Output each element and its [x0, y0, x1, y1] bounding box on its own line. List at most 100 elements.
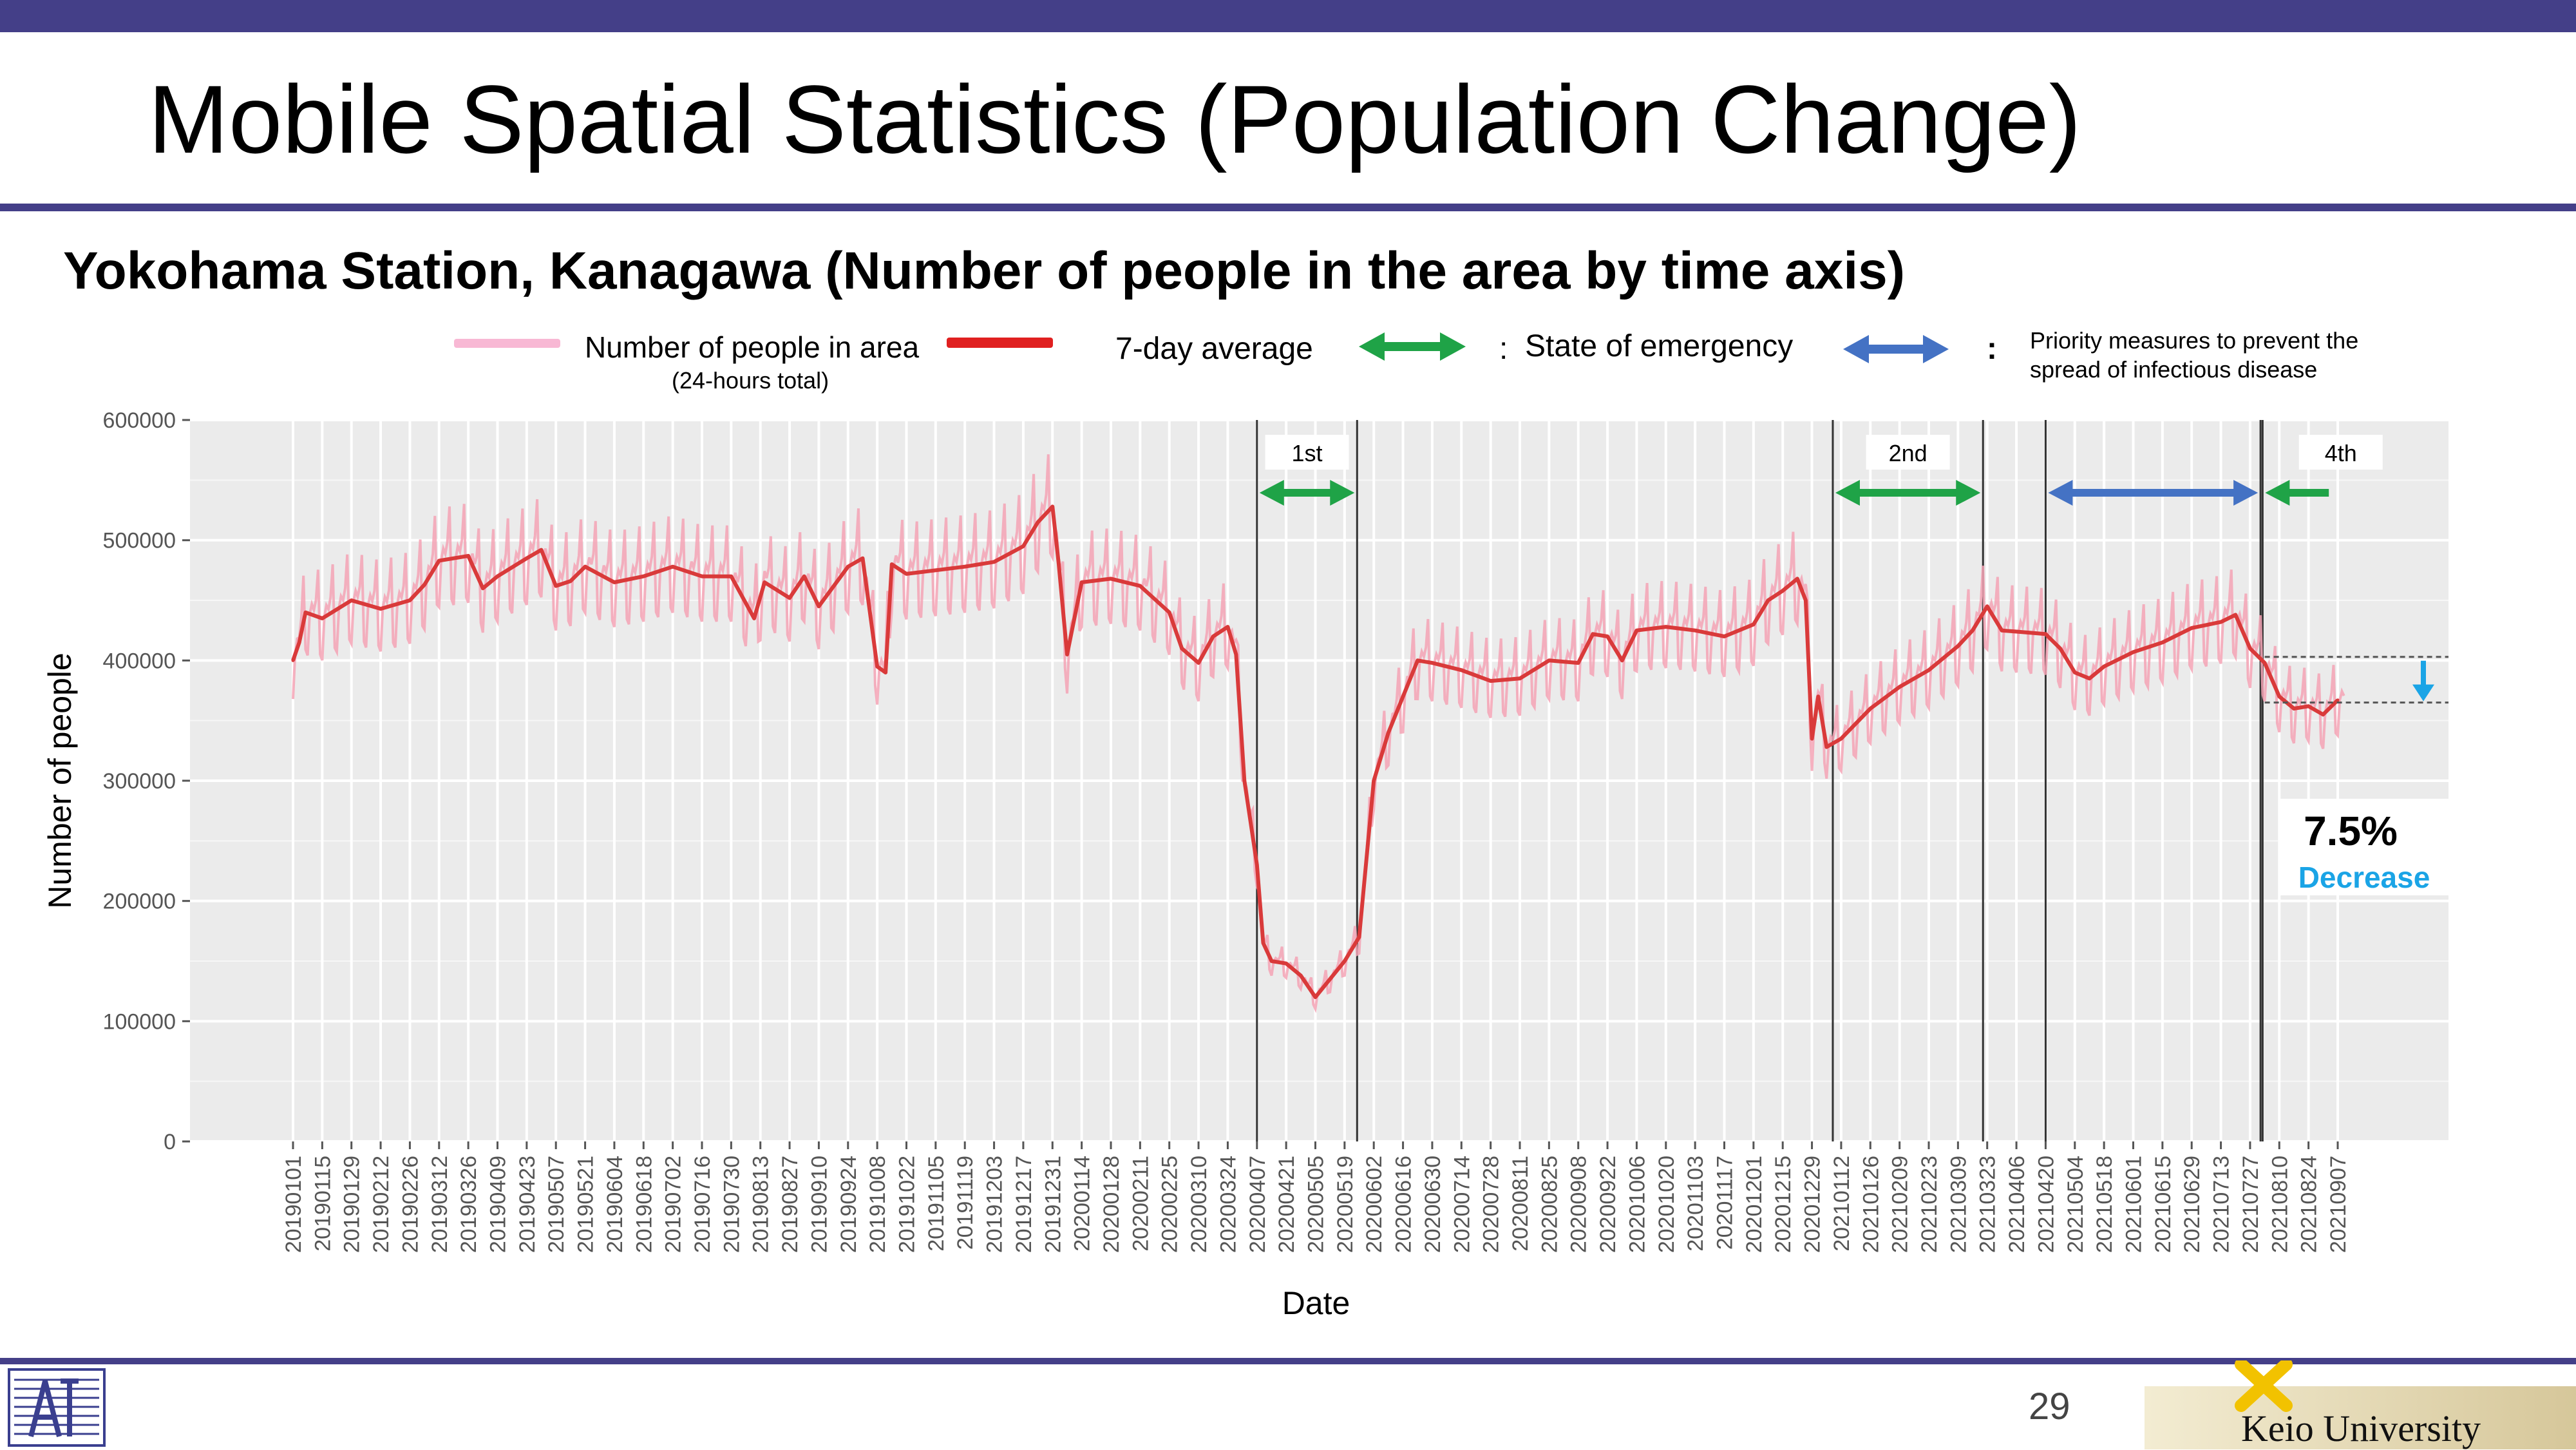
average-data-point — [2014, 630, 2018, 634]
average-data-point — [2102, 665, 2106, 669]
x-tick-label: 20200825 — [1537, 1156, 1562, 1253]
average-data-point — [1577, 661, 1580, 665]
average-data-point — [1036, 520, 1040, 524]
period-label-box — [1866, 435, 1950, 470]
x-tick-label: 20200114 — [1070, 1156, 1095, 1252]
period-arrow-head — [1956, 480, 1981, 506]
average-data-point — [1868, 707, 1872, 711]
average-data-point — [408, 598, 412, 602]
x-tick-label: 20200128 — [1099, 1156, 1124, 1253]
x-tick-label: 20190604 — [603, 1156, 627, 1253]
decrease-box — [2280, 799, 2448, 895]
average-data-point — [1050, 504, 1054, 508]
period-label: 2nd — [1889, 440, 1927, 466]
average-data-point — [1927, 668, 1931, 672]
average-data-point — [1723, 634, 1726, 638]
average-data-point — [1234, 653, 1238, 656]
x-tick-label: 20210209 — [1888, 1156, 1913, 1253]
x-tick-label: 20201215 — [1771, 1156, 1795, 1253]
average-data-point — [1262, 941, 1265, 945]
x-tick-label: 20191217 — [1012, 1156, 1036, 1253]
average-data-point — [496, 575, 499, 578]
average-data-point — [291, 658, 295, 662]
x-tick-label: 20200211 — [1128, 1156, 1153, 1252]
average-data-point — [641, 575, 645, 578]
average-data-point — [1664, 625, 1668, 629]
average-data-point — [1057, 562, 1061, 566]
average-data-point — [320, 616, 324, 620]
legend-arrows — [1359, 332, 1949, 363]
average-data-point — [2087, 676, 2091, 680]
y-tick-label: 600000 — [103, 412, 176, 433]
average-data-point — [350, 598, 354, 602]
average-data-point — [2190, 626, 2193, 630]
average-data-point — [875, 665, 879, 669]
x-tick-label: 20201103 — [1683, 1156, 1708, 1252]
average-data-point — [817, 604, 820, 608]
average-data-point — [1269, 959, 1273, 963]
average-data-point — [1971, 629, 1975, 633]
slide-title: Mobile Spatial Statistics (Population Ch… — [148, 65, 2081, 173]
average-data-point — [2219, 620, 2223, 624]
x-tick-label: 20210824 — [2297, 1156, 2322, 1253]
daily-legend-sublabel: (24-hours total) — [672, 367, 829, 394]
average-data-point — [1284, 962, 1288, 966]
average-data-point — [540, 548, 544, 552]
average-data-point — [1518, 676, 1522, 680]
period-arrow-head — [2048, 480, 2073, 506]
x-tick-label: 20210629 — [2180, 1156, 2204, 1253]
period-label-box — [1265, 435, 1349, 470]
average-data-point — [1226, 625, 1229, 629]
x-tick-label: 20200728 — [1479, 1156, 1504, 1253]
average-data-point — [846, 565, 850, 569]
y-axis-title: Number of people — [42, 653, 78, 908]
university-banner: Keio University — [2145, 1360, 2576, 1449]
x-tick-label: 20210323 — [1976, 1156, 2000, 1253]
x-tick-label: 20201117 — [1713, 1156, 1738, 1250]
average-data-point — [802, 575, 806, 578]
average-data-point — [466, 554, 470, 558]
average-data-point — [671, 565, 675, 569]
decrease-arrow-icon — [2412, 684, 2434, 701]
average-data-point — [890, 562, 894, 566]
x-tick-label: 20191203 — [983, 1156, 1007, 1253]
population-chart: 0 100000 200000 300000 400000 500000 600000 201… — [42, 412, 2448, 1321]
average-data-point — [1021, 544, 1025, 548]
average-data-point — [963, 565, 967, 569]
x-tick-label: 20200310 — [1187, 1156, 1211, 1253]
period-label-box — [2298, 435, 2383, 470]
x-tick-label: 20200616 — [1392, 1156, 1416, 1253]
average-data-point — [1358, 935, 1361, 939]
average-data-point — [2161, 640, 2164, 644]
priority-legend-line2: spread of infectious disease — [2030, 356, 2318, 383]
period-arrow-head — [1259, 480, 1284, 506]
average-data-point — [1620, 658, 1624, 662]
average-data-point — [788, 596, 791, 600]
average-data-point — [569, 579, 573, 583]
x-tick-label: 20200811 — [1508, 1156, 1533, 1252]
average-data-point — [1180, 647, 1184, 651]
average-data-point — [1810, 737, 1814, 741]
average-data-point — [2000, 629, 2003, 633]
average-data-point — [700, 575, 704, 578]
average-data-point — [1839, 737, 1843, 741]
y-tick-label: 0 — [164, 1130, 176, 1154]
x-tick-label: 20210727 — [2239, 1156, 2263, 1253]
x-tick-label: 20190813 — [749, 1156, 773, 1253]
average-data-point — [1781, 589, 1785, 593]
average-data-point — [1211, 634, 1215, 638]
x-tick-label: 20190716 — [690, 1156, 715, 1253]
x-tick-label: 20190226 — [398, 1156, 422, 1253]
page-number: 29 — [2029, 1386, 2070, 1427]
x-tick-label: 20201006 — [1625, 1156, 1649, 1253]
average-data-point — [1956, 644, 1960, 648]
x-tick-label: 20200630 — [1421, 1156, 1445, 1253]
y-tick-label: 100000 — [103, 1009, 176, 1034]
emergency-colon: : — [1499, 332, 1508, 366]
average-data-point — [2336, 698, 2340, 702]
x-tick-label: 20201020 — [1654, 1156, 1679, 1253]
average-legend-label: 7-day average — [1115, 332, 1313, 366]
x-tick-label: 20200225 — [1158, 1156, 1182, 1253]
x-tick-label: 20210810 — [2268, 1156, 2292, 1253]
x-tick-label: 20210907 — [2326, 1156, 2351, 1253]
